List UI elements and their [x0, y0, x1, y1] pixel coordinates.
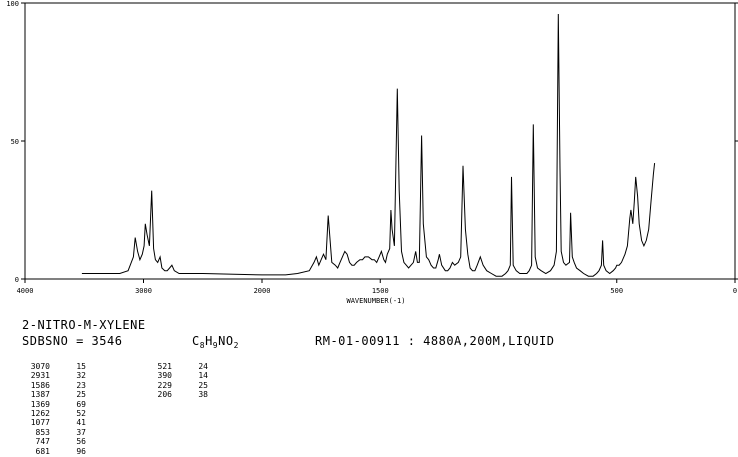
- x-tick-label: 3000: [135, 287, 152, 295]
- compound-name: 2-NITRO-M-XYLENE: [22, 318, 146, 332]
- peak-row: 747 56: [18, 437, 86, 446]
- peak-wavenumber: 390: [157, 371, 172, 381]
- peak-intensity: 25: [198, 380, 208, 390]
- formula-c-count: 8: [199, 341, 206, 350]
- peak-wavenumber: 1586: [30, 380, 50, 390]
- peak-intensity: 23: [76, 380, 86, 390]
- axis-tick-labels: 0 50 100 4000 3000 2000 1500 500 0: [6, 0, 737, 295]
- spectrum-trace: [81, 13, 656, 277]
- peak-intensity: 37: [76, 427, 86, 437]
- peak-row: 1387 25: [18, 390, 86, 399]
- formula-h-count: 9: [212, 341, 219, 350]
- peak-wavenumber: 3070: [30, 362, 50, 371]
- peak-row: 206 38: [140, 390, 208, 399]
- formula-h: H: [205, 334, 213, 348]
- peak-row: 1586 23: [18, 381, 86, 390]
- formula-c: C: [192, 334, 200, 348]
- sample-info: RM-01-00911 : 4880A,200M,LIQUID: [315, 334, 555, 348]
- peak-wavenumber: 1387: [30, 390, 50, 400]
- peak-row: 3070 15: [18, 362, 86, 371]
- peak-wavenumber: 1262: [30, 408, 50, 418]
- formula-no: NO: [218, 334, 234, 348]
- peak-intensity: 14: [198, 371, 208, 381]
- peak-wavenumber: 1369: [30, 399, 50, 409]
- peak-table-left: 3070 15 2931 32 1586 23 1387 25 1369 69 1262 52 1077…: [18, 362, 86, 456]
- axis-ticks: [21, 2, 738, 283]
- molecular-formula: C8H9NO2: [192, 334, 239, 350]
- peak-wavenumber: 229: [157, 380, 172, 390]
- x-tick-label: 0: [733, 287, 737, 295]
- peak-wavenumber: 853: [35, 427, 50, 437]
- peak-wavenumber: 206: [157, 390, 172, 400]
- x-axis-label: WAVENUMBER(-1): [346, 297, 405, 305]
- y-tick-label: 50: [11, 138, 19, 146]
- peak-intensity: 69: [76, 399, 86, 409]
- raman-spectrum-chart: 0 50 100 4000 3000 2000 1500 500 0 WAVENUMBER(-1…: [6, 0, 738, 305]
- peak-intensity: 96: [76, 446, 86, 456]
- x-tick-label: 2000: [254, 287, 271, 295]
- peak-row: 521 24: [140, 362, 208, 371]
- sdbs-number: SDBSNO = 3546: [22, 334, 123, 348]
- peak-intensity: 38: [198, 390, 208, 400]
- peak-wavenumber: 747: [35, 437, 50, 447]
- formula-o-count: 2: [233, 341, 239, 350]
- peak-row: 681 96: [18, 447, 86, 456]
- x-tick-label: 4000: [17, 287, 34, 295]
- peak-intensity: 32: [76, 371, 86, 381]
- peak-intensity: 15: [76, 362, 86, 371]
- peak-wavenumber: 2931: [30, 371, 50, 381]
- peak-row: 390 14: [140, 371, 208, 380]
- peak-intensity: 41: [76, 418, 86, 428]
- peak-wavenumber: 681: [35, 446, 50, 456]
- peak-wavenumber: 1077: [30, 418, 50, 428]
- peak-row: 1369 69: [18, 400, 86, 409]
- peak-row: 1077 41: [18, 418, 86, 427]
- peak-wavenumber: 521: [157, 362, 172, 371]
- x-tick-label: 1500: [372, 287, 389, 295]
- peak-intensity: 52: [76, 408, 86, 418]
- peak-row: 2931 32: [18, 371, 86, 380]
- y-tick-label: 0: [15, 276, 19, 284]
- peak-row: 229 25: [140, 381, 208, 390]
- peak-table-right: 521 24 390 14 229 25 206 38: [140, 362, 208, 400]
- peak-row: 853 37: [18, 428, 86, 437]
- x-tick-label: 500: [610, 287, 623, 295]
- peak-intensity: 25: [76, 390, 86, 400]
- peak-intensity: 56: [76, 437, 86, 447]
- peak-row: 1262 52: [18, 409, 86, 418]
- peak-intensity: 24: [198, 362, 208, 371]
- y-tick-label: 100: [6, 0, 19, 8]
